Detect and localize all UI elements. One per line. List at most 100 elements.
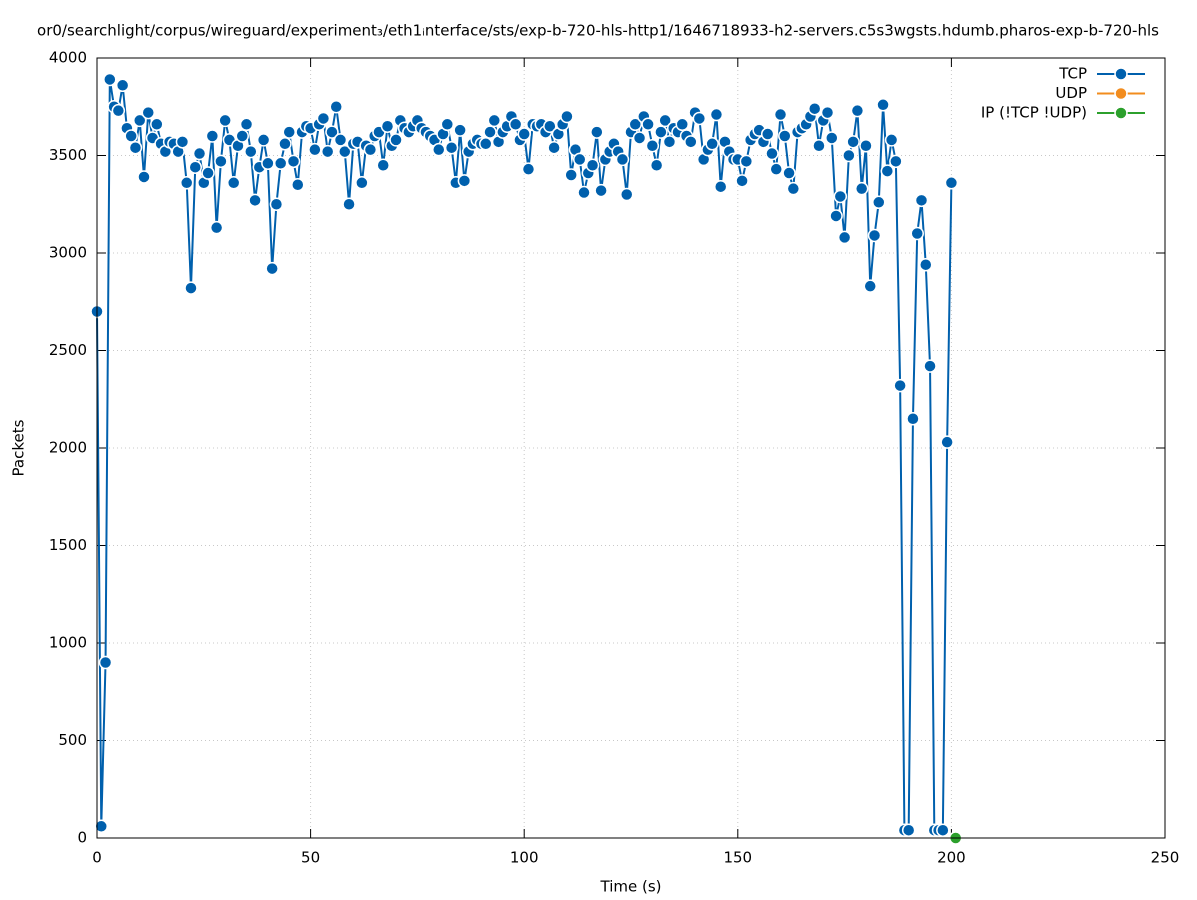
data-point <box>244 144 258 159</box>
data-point <box>577 185 591 200</box>
data-point <box>590 125 604 139</box>
data-point <box>308 142 322 157</box>
data-point <box>812 139 826 153</box>
data-point <box>867 228 882 243</box>
data-point <box>320 144 335 159</box>
data-point <box>256 133 271 147</box>
y-axis-label: Packets <box>10 419 28 476</box>
data-point <box>829 209 843 223</box>
data-point <box>543 119 557 133</box>
data-point <box>594 183 608 198</box>
data-point <box>769 162 783 176</box>
data-point <box>850 103 865 118</box>
y-tick-label: 500 <box>58 731 87 749</box>
data-point <box>239 117 254 132</box>
data-point <box>876 98 890 112</box>
y-tick-label: 4000 <box>49 49 87 67</box>
chart-title: or0/searchlight/corpus/wireguard/experim… <box>37 22 1159 40</box>
legend-label: UDP <box>1055 84 1087 102</box>
data-point <box>940 435 954 449</box>
data-point <box>389 133 403 147</box>
data-point <box>521 162 536 176</box>
y-tick-label: 2500 <box>49 341 87 359</box>
data-point <box>944 176 959 190</box>
y-tick-label: 3000 <box>49 244 87 262</box>
data-point <box>214 154 228 169</box>
data-point <box>692 111 707 126</box>
data-point <box>355 176 369 190</box>
data-point <box>889 154 903 169</box>
data-point <box>325 125 339 139</box>
data-point <box>338 144 352 159</box>
data-point <box>432 142 446 157</box>
data-point <box>713 179 728 194</box>
data-point <box>936 823 950 837</box>
x-tick-label: 50 <box>301 849 320 867</box>
data-point <box>619 187 634 202</box>
data-point <box>479 137 493 151</box>
data-point <box>150 117 164 132</box>
data-point <box>265 261 279 276</box>
legend-marker <box>1114 106 1128 120</box>
data-point <box>658 113 672 128</box>
data-point <box>278 137 292 151</box>
plot-area <box>90 72 963 845</box>
data-point <box>572 152 587 167</box>
data-point <box>649 158 664 172</box>
data-point <box>910 226 924 241</box>
data-point <box>132 113 147 128</box>
data-point <box>773 107 788 122</box>
y-tick-label: 1500 <box>49 536 87 554</box>
data-point <box>662 135 677 149</box>
data-point <box>286 154 301 169</box>
data-point <box>820 105 835 120</box>
data-point <box>872 195 886 210</box>
data-point <box>269 197 284 211</box>
data-point <box>914 193 929 208</box>
data-point <box>124 129 138 143</box>
data-point <box>778 129 792 143</box>
data-point <box>111 103 126 118</box>
data-point <box>684 135 698 149</box>
data-point <box>923 359 937 373</box>
data-point <box>98 655 113 670</box>
data-point <box>786 181 801 196</box>
data-point <box>893 378 907 393</box>
data-point <box>291 178 305 192</box>
data-point <box>837 230 852 245</box>
data-point <box>807 101 822 116</box>
data-point <box>103 72 117 87</box>
legend-label: IP (!TCP !UDP) <box>981 104 1087 122</box>
data-point <box>226 176 241 190</box>
data-point <box>316 111 331 126</box>
data-point <box>188 160 203 174</box>
y-tick-label: 3500 <box>49 146 87 164</box>
data-point <box>859 139 873 153</box>
legend-marker <box>1114 67 1128 81</box>
data-point <box>564 168 578 182</box>
data-point <box>884 133 899 147</box>
data-point <box>201 166 215 180</box>
data-point <box>179 176 194 190</box>
x-tick-label: 200 <box>937 849 966 867</box>
data-point <box>585 158 600 172</box>
data-point <box>628 117 643 132</box>
data-point <box>457 174 472 188</box>
grid: 0 500 1000 1500 2000 2500 3000 3500 4000 0 50 100 15… <box>49 49 1180 867</box>
data-point <box>880 164 895 178</box>
data-point <box>765 146 779 161</box>
data-point <box>380 119 395 133</box>
data-point <box>137 170 151 184</box>
data-point <box>376 158 390 172</box>
data-point <box>363 142 378 157</box>
data-point <box>273 156 288 171</box>
data-point <box>705 137 719 151</box>
data-point <box>833 189 848 204</box>
plot-border <box>96 57 1166 839</box>
data-point <box>487 113 502 128</box>
data-point <box>645 139 660 153</box>
data-point <box>333 133 348 147</box>
x-tick-label: 0 <box>92 849 102 867</box>
